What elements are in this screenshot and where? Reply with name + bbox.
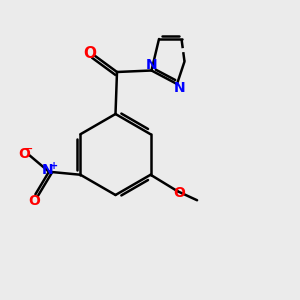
Text: −: − xyxy=(24,144,34,154)
Text: O: O xyxy=(18,147,30,161)
Text: O: O xyxy=(28,194,40,208)
Text: O: O xyxy=(173,186,185,200)
Text: O: O xyxy=(83,46,97,62)
Text: N: N xyxy=(42,163,53,177)
Text: N: N xyxy=(174,82,185,95)
Text: N: N xyxy=(146,58,157,72)
Text: +: + xyxy=(50,161,59,171)
